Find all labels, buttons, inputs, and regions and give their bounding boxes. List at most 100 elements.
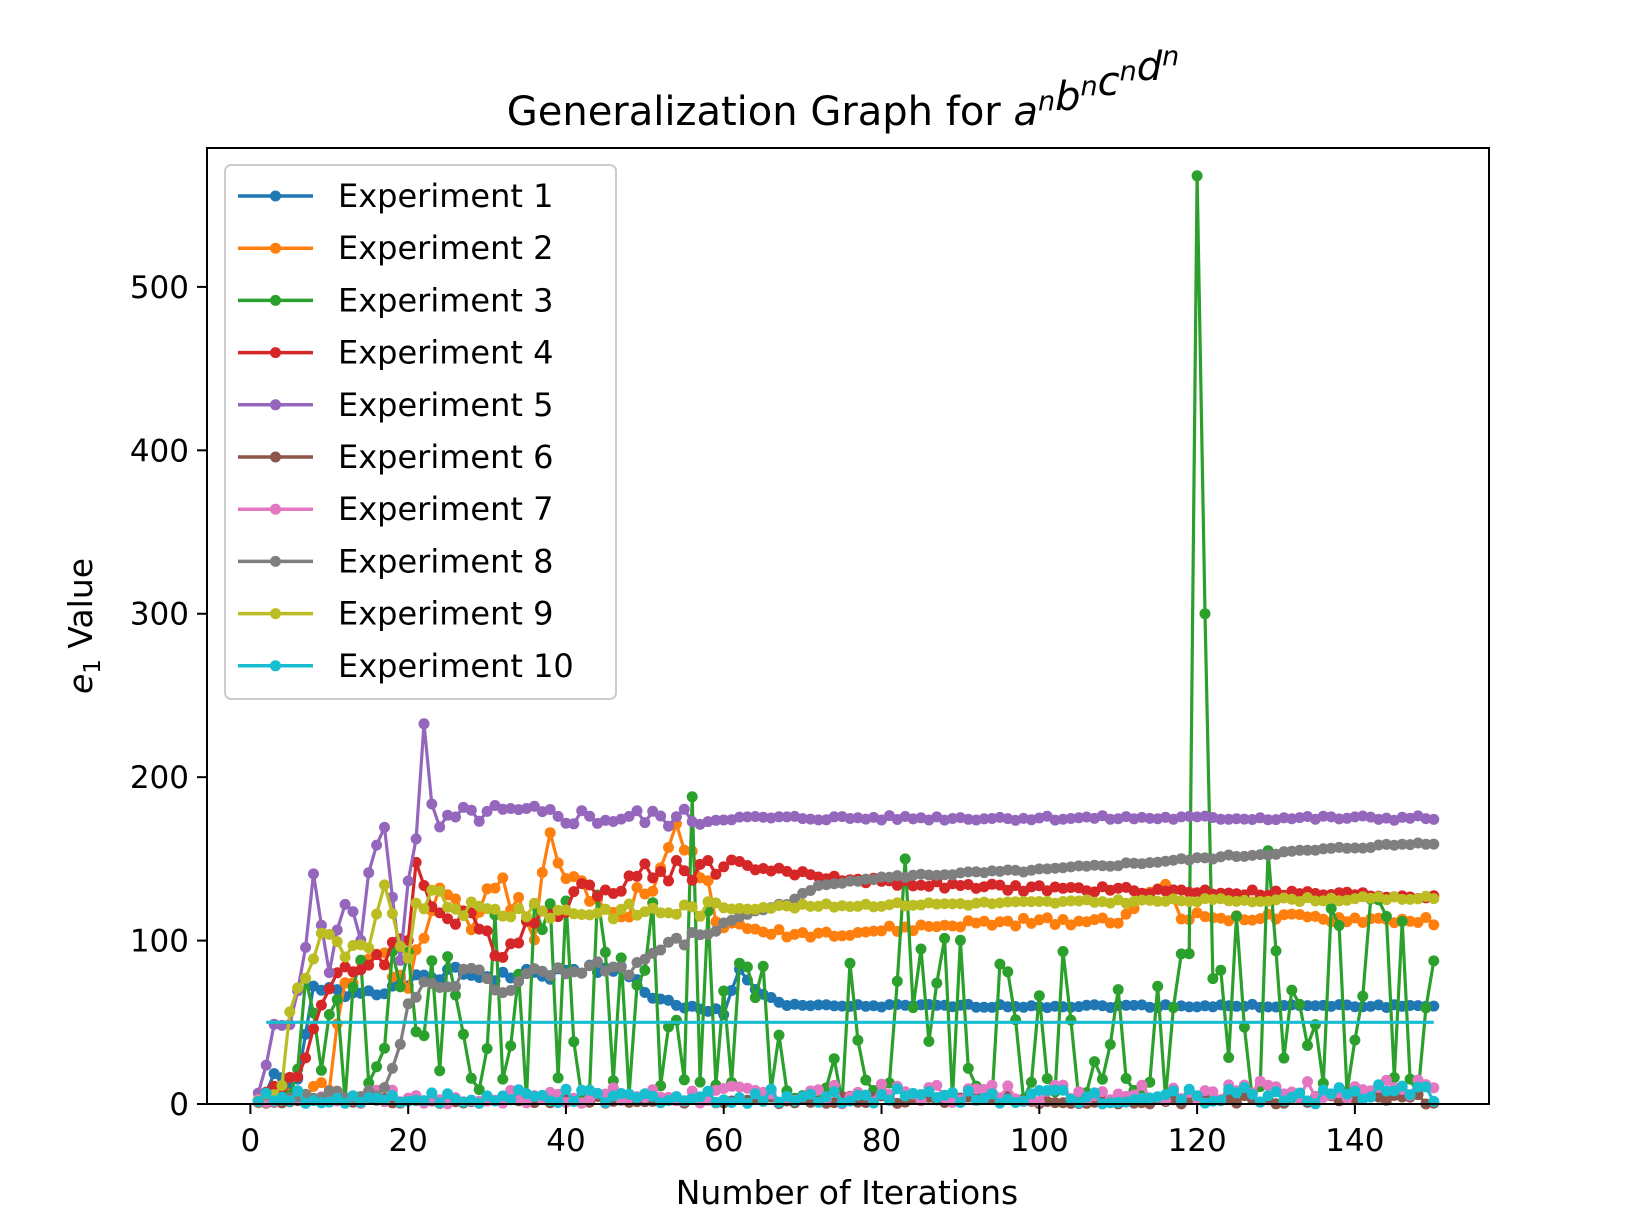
series-point — [418, 1030, 430, 1042]
series-point — [718, 814, 730, 826]
series-point — [536, 924, 548, 936]
series-point — [599, 946, 611, 958]
series-point — [426, 1087, 438, 1099]
series-point — [1112, 882, 1124, 894]
series-point — [521, 1097, 532, 1109]
series-point — [812, 880, 824, 891]
series-point — [639, 964, 651, 976]
series-point — [331, 967, 343, 979]
series-point — [1073, 1097, 1085, 1109]
series-point — [465, 924, 477, 936]
series-point — [734, 1092, 745, 1104]
series-point — [560, 1083, 572, 1095]
series-point — [1025, 896, 1037, 908]
series-point — [528, 897, 540, 909]
series-point — [639, 953, 651, 965]
legend-item: Experiment 7 — [238, 490, 553, 528]
series-point — [773, 1096, 785, 1108]
series-point — [710, 868, 722, 880]
series-point — [292, 1071, 304, 1083]
legend-item: Experiment 4 — [238, 334, 553, 372]
series-point — [1018, 896, 1029, 907]
series-point — [1191, 852, 1203, 864]
series-point — [876, 1078, 887, 1090]
legend-label: Experiment 3 — [338, 281, 553, 319]
legend-item: Experiment 3 — [238, 281, 553, 319]
series-point — [1207, 894, 1219, 905]
series-point — [331, 994, 343, 1006]
series-point — [647, 872, 659, 884]
series-point — [1199, 608, 1211, 620]
series-point — [647, 885, 659, 897]
series-point — [891, 879, 903, 891]
series-point — [1081, 999, 1093, 1011]
series-point — [410, 897, 422, 909]
legend-label: Experiment 6 — [338, 438, 553, 476]
series-point — [1428, 919, 1440, 931]
series-point — [986, 1088, 998, 1100]
series-point — [1428, 955, 1440, 967]
series-point — [1380, 910, 1392, 922]
y-tick-label: 100 — [130, 924, 189, 960]
series-point — [686, 874, 698, 886]
series-point — [544, 804, 556, 815]
series-point — [631, 805, 643, 817]
series-point — [1278, 1052, 1290, 1064]
series-point — [252, 1096, 264, 1107]
series-point — [1262, 1001, 1274, 1013]
series-point — [907, 1002, 919, 1014]
series-point — [868, 925, 880, 937]
legend-label: Experiment 8 — [338, 542, 553, 580]
y-axis-label: e1 Value — [61, 558, 106, 694]
series-point — [1073, 860, 1085, 872]
series-point — [260, 1059, 272, 1071]
series-point — [852, 927, 864, 938]
series-10 — [252, 1020, 1440, 1110]
series-point — [576, 1084, 588, 1096]
series-point — [497, 872, 509, 884]
series-point — [623, 969, 635, 981]
series-point — [497, 951, 509, 963]
series-point — [1270, 1086, 1282, 1098]
series-point — [1286, 908, 1298, 920]
legend-swatch-marker — [270, 608, 281, 620]
series-point — [584, 1093, 596, 1105]
series-point — [1065, 882, 1077, 893]
series-point — [1215, 964, 1227, 976]
series-point — [1294, 998, 1306, 1010]
series-point — [962, 866, 974, 878]
series-point — [339, 898, 351, 910]
series-point — [1096, 912, 1108, 924]
legend-label: Experiment 7 — [338, 490, 553, 528]
series-point — [702, 855, 714, 866]
series-point — [323, 983, 335, 995]
series-point — [718, 861, 730, 873]
legend-label: Experiment 9 — [338, 595, 553, 633]
series-point — [891, 975, 903, 987]
series-point — [386, 908, 398, 920]
series-point — [623, 898, 635, 910]
series-point — [1333, 887, 1345, 899]
series-point — [347, 1090, 359, 1102]
series-point — [1294, 844, 1306, 856]
series-point — [394, 940, 406, 952]
legend-item: Experiment 8 — [238, 542, 553, 580]
series-point — [726, 903, 738, 915]
series-point — [623, 810, 635, 822]
series-point — [576, 967, 588, 979]
series-point — [568, 1096, 580, 1107]
series-point — [434, 907, 446, 919]
series-point — [1057, 896, 1069, 907]
series-point — [939, 869, 951, 881]
series-point — [655, 810, 667, 822]
series-point — [339, 951, 351, 963]
series-point — [1231, 851, 1242, 862]
series-point — [331, 1092, 343, 1104]
title-text: Generalization Graph for — [507, 89, 1014, 135]
series-point — [1049, 919, 1061, 930]
series-point — [315, 999, 327, 1011]
legend-swatch-marker — [270, 503, 281, 515]
series-point — [379, 959, 390, 971]
series-point — [505, 938, 517, 950]
